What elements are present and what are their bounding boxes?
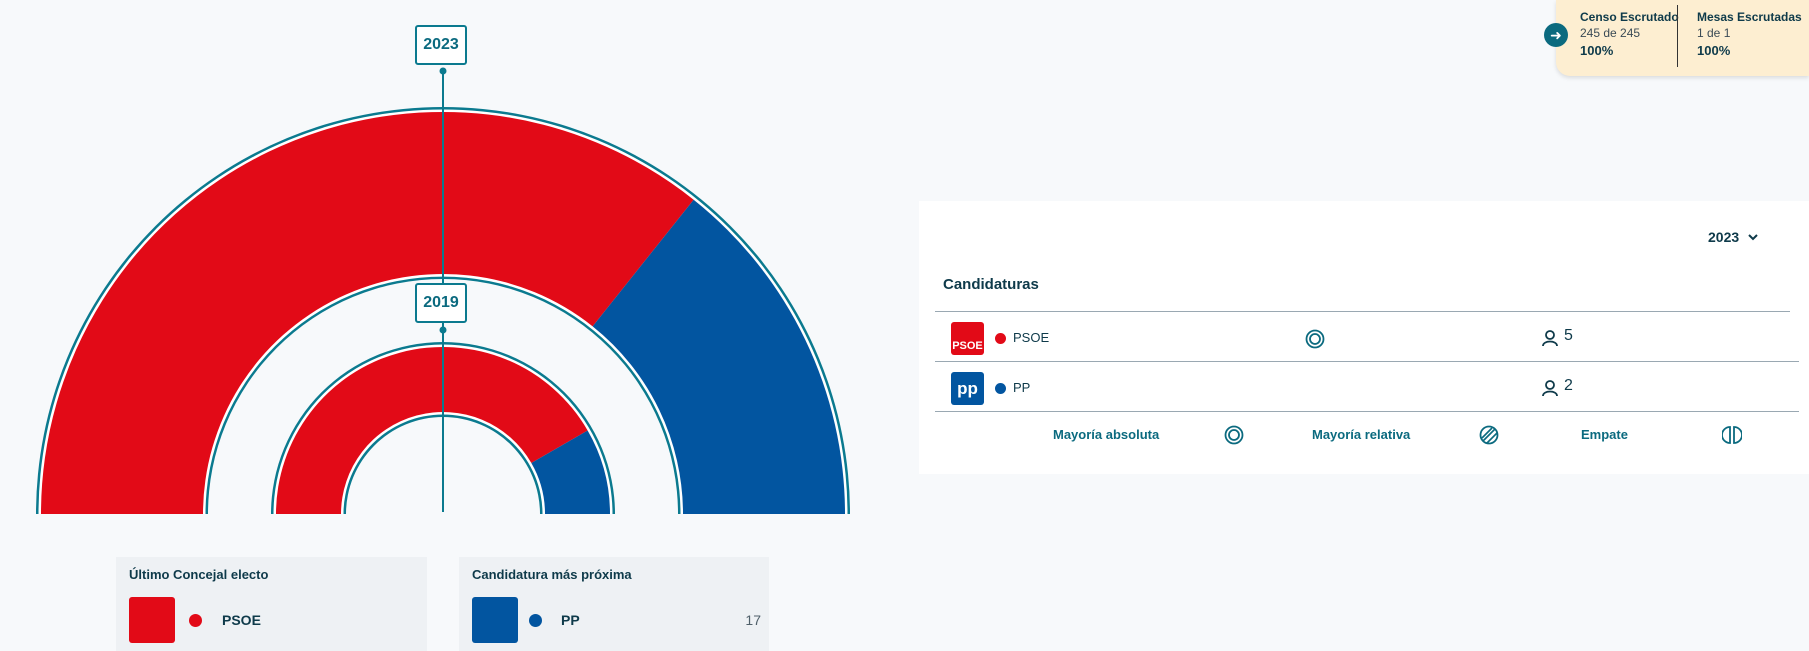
year-dropdown[interactable]: 2023 xyxy=(1708,229,1759,245)
year-pointer-dot-2019 xyxy=(439,326,447,334)
candidaturas-heading: Candidaturas xyxy=(943,276,1039,293)
closest-party: PP xyxy=(561,612,580,628)
psoe-name: PSOE xyxy=(1013,330,1050,345)
mesas-label: Mesas Escrutadas xyxy=(1697,10,1802,24)
psoe-dot xyxy=(995,333,1006,344)
scrutiny-box: ➜ Censo Escrutado 245 de 245 100% Mesas … xyxy=(1544,0,1809,76)
last-elected-card: Último Concejal electo PSOE xyxy=(116,557,427,651)
chevron-down-icon xyxy=(1748,234,1758,241)
arrow-right-icon[interactable]: ➜ xyxy=(1544,23,1568,47)
hemicycle-2019 xyxy=(271,342,615,514)
outer-ring-segment-psoe xyxy=(41,112,694,514)
psoe-seats: 5 xyxy=(1564,327,1573,344)
last-elected-party: PSOE xyxy=(222,612,261,628)
psoe-logo-icon: PSOE xyxy=(951,322,984,355)
last-elected-dot xyxy=(189,614,202,627)
year-pointer-dot-2023 xyxy=(439,67,447,75)
inner-ring-segment-pp xyxy=(531,430,610,514)
divider-bottom xyxy=(935,411,1799,412)
censo-detail: 245 de 245 xyxy=(1580,26,1641,40)
hemicycle-chart xyxy=(36,67,850,515)
pp-dot xyxy=(995,383,1006,394)
pp-name: PP xyxy=(1013,380,1031,395)
split-circle-icon xyxy=(1722,426,1742,444)
outer-ring-segment-pp xyxy=(592,199,845,515)
closest-title: Candidatura más próxima xyxy=(472,567,632,582)
person-icon xyxy=(1542,380,1558,397)
mesas-column: Mesas Escrutadas 1 de 1 100% xyxy=(1697,10,1802,58)
closest-value: 17 xyxy=(745,612,761,628)
candidaturas-panel: 2023 Candidaturas PSOE PSOE 5 pp PP 2 Ma… xyxy=(919,201,1809,474)
table-row-psoe: PSOE PSOE 5 xyxy=(935,313,1799,361)
last-elected-title: Último Concejal electo xyxy=(129,567,269,582)
pp-logo-icon: pp xyxy=(951,372,984,405)
legend-relative-majority: Mayoría relativa xyxy=(1312,427,1411,442)
censo-label: Censo Escrutado xyxy=(1580,10,1679,24)
closest-dot xyxy=(529,614,542,627)
person-icon xyxy=(1542,330,1558,347)
last-elected-color-swatch xyxy=(129,597,175,643)
divider-top xyxy=(935,311,1790,312)
legend-absolute-majority: Mayoría absoluta xyxy=(1053,427,1160,442)
censo-percent: 100% xyxy=(1580,43,1614,58)
double-circle-icon xyxy=(1224,425,1244,445)
table-row-pp: pp PP 2 xyxy=(935,363,1799,411)
censo-column: Censo Escrutado 245 de 245 100% xyxy=(1580,10,1679,58)
year-label-2023: 2023 xyxy=(415,25,467,65)
mesas-percent: 100% xyxy=(1697,43,1731,58)
year-dropdown-value: 2023 xyxy=(1708,229,1740,245)
hemicycle-2023 xyxy=(36,107,850,515)
inner-ring-segment-psoe xyxy=(276,347,588,514)
closest-card: Candidatura más próxima PP 17 xyxy=(459,557,769,651)
half-striped-circle-icon xyxy=(1479,425,1499,445)
scrutiny-divider xyxy=(1677,5,1678,67)
mesas-detail: 1 de 1 xyxy=(1697,26,1731,40)
divider-mid xyxy=(935,361,1799,362)
year-label-2019: 2019 xyxy=(415,283,467,323)
double-circle-icon xyxy=(1305,329,1325,349)
legend-tie: Empate xyxy=(1581,427,1628,442)
pp-seats: 2 xyxy=(1564,377,1573,394)
closest-color-swatch xyxy=(472,597,518,643)
